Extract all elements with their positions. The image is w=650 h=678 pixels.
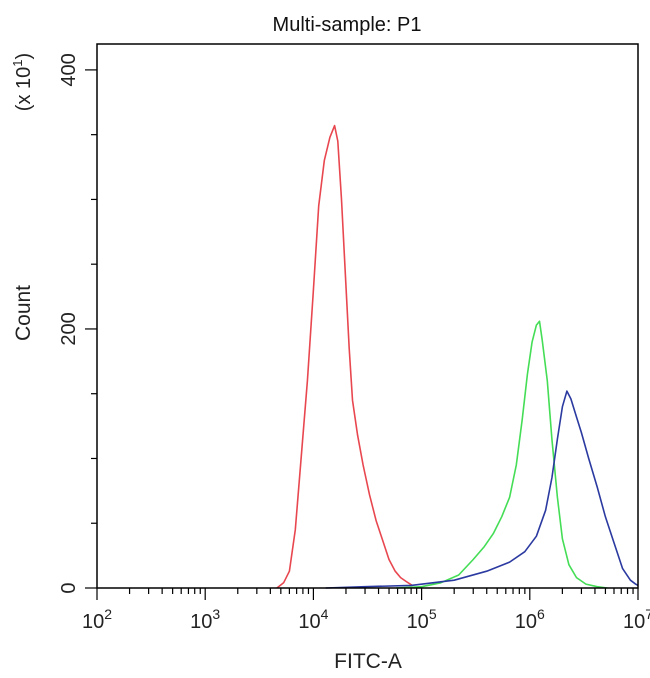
x-axis-label: FITC-A <box>334 650 402 673</box>
y-tick-label: 0 <box>58 582 80 593</box>
y-tick-label: 200 <box>58 312 80 345</box>
series-line-1 <box>276 124 413 589</box>
x-tick-label: 105 <box>407 606 437 633</box>
plot-frame <box>96 43 639 589</box>
x-tick-label: 104 <box>298 606 328 633</box>
x-axis-ticks: 102 103 104 105 106 107 <box>82 588 650 633</box>
y-tick-label: 400 <box>58 53 80 86</box>
x-tick-label: 107 <box>623 606 650 633</box>
y-axis-ticks: 0 200 400 <box>58 53 97 594</box>
series-line-3 <box>325 390 639 589</box>
x-tick-label: 103 <box>190 606 220 633</box>
series-layer <box>276 124 639 589</box>
y-multiplier-close: ) <box>13 53 35 60</box>
y-multiplier-text: (x 10 <box>13 67 35 111</box>
y-multiplier-exp: 1 <box>10 59 25 66</box>
y-axis-multiplier: (x 101) <box>10 53 35 111</box>
svg-text:(x 101): (x 101) <box>10 53 35 111</box>
series-line-2 <box>395 320 608 589</box>
y-axis-label: Count <box>12 285 35 341</box>
x-tick-label: 102 <box>82 606 112 633</box>
x-tick-label: 106 <box>515 606 545 633</box>
chart-title: Multi-sample: P1 <box>273 14 422 36</box>
